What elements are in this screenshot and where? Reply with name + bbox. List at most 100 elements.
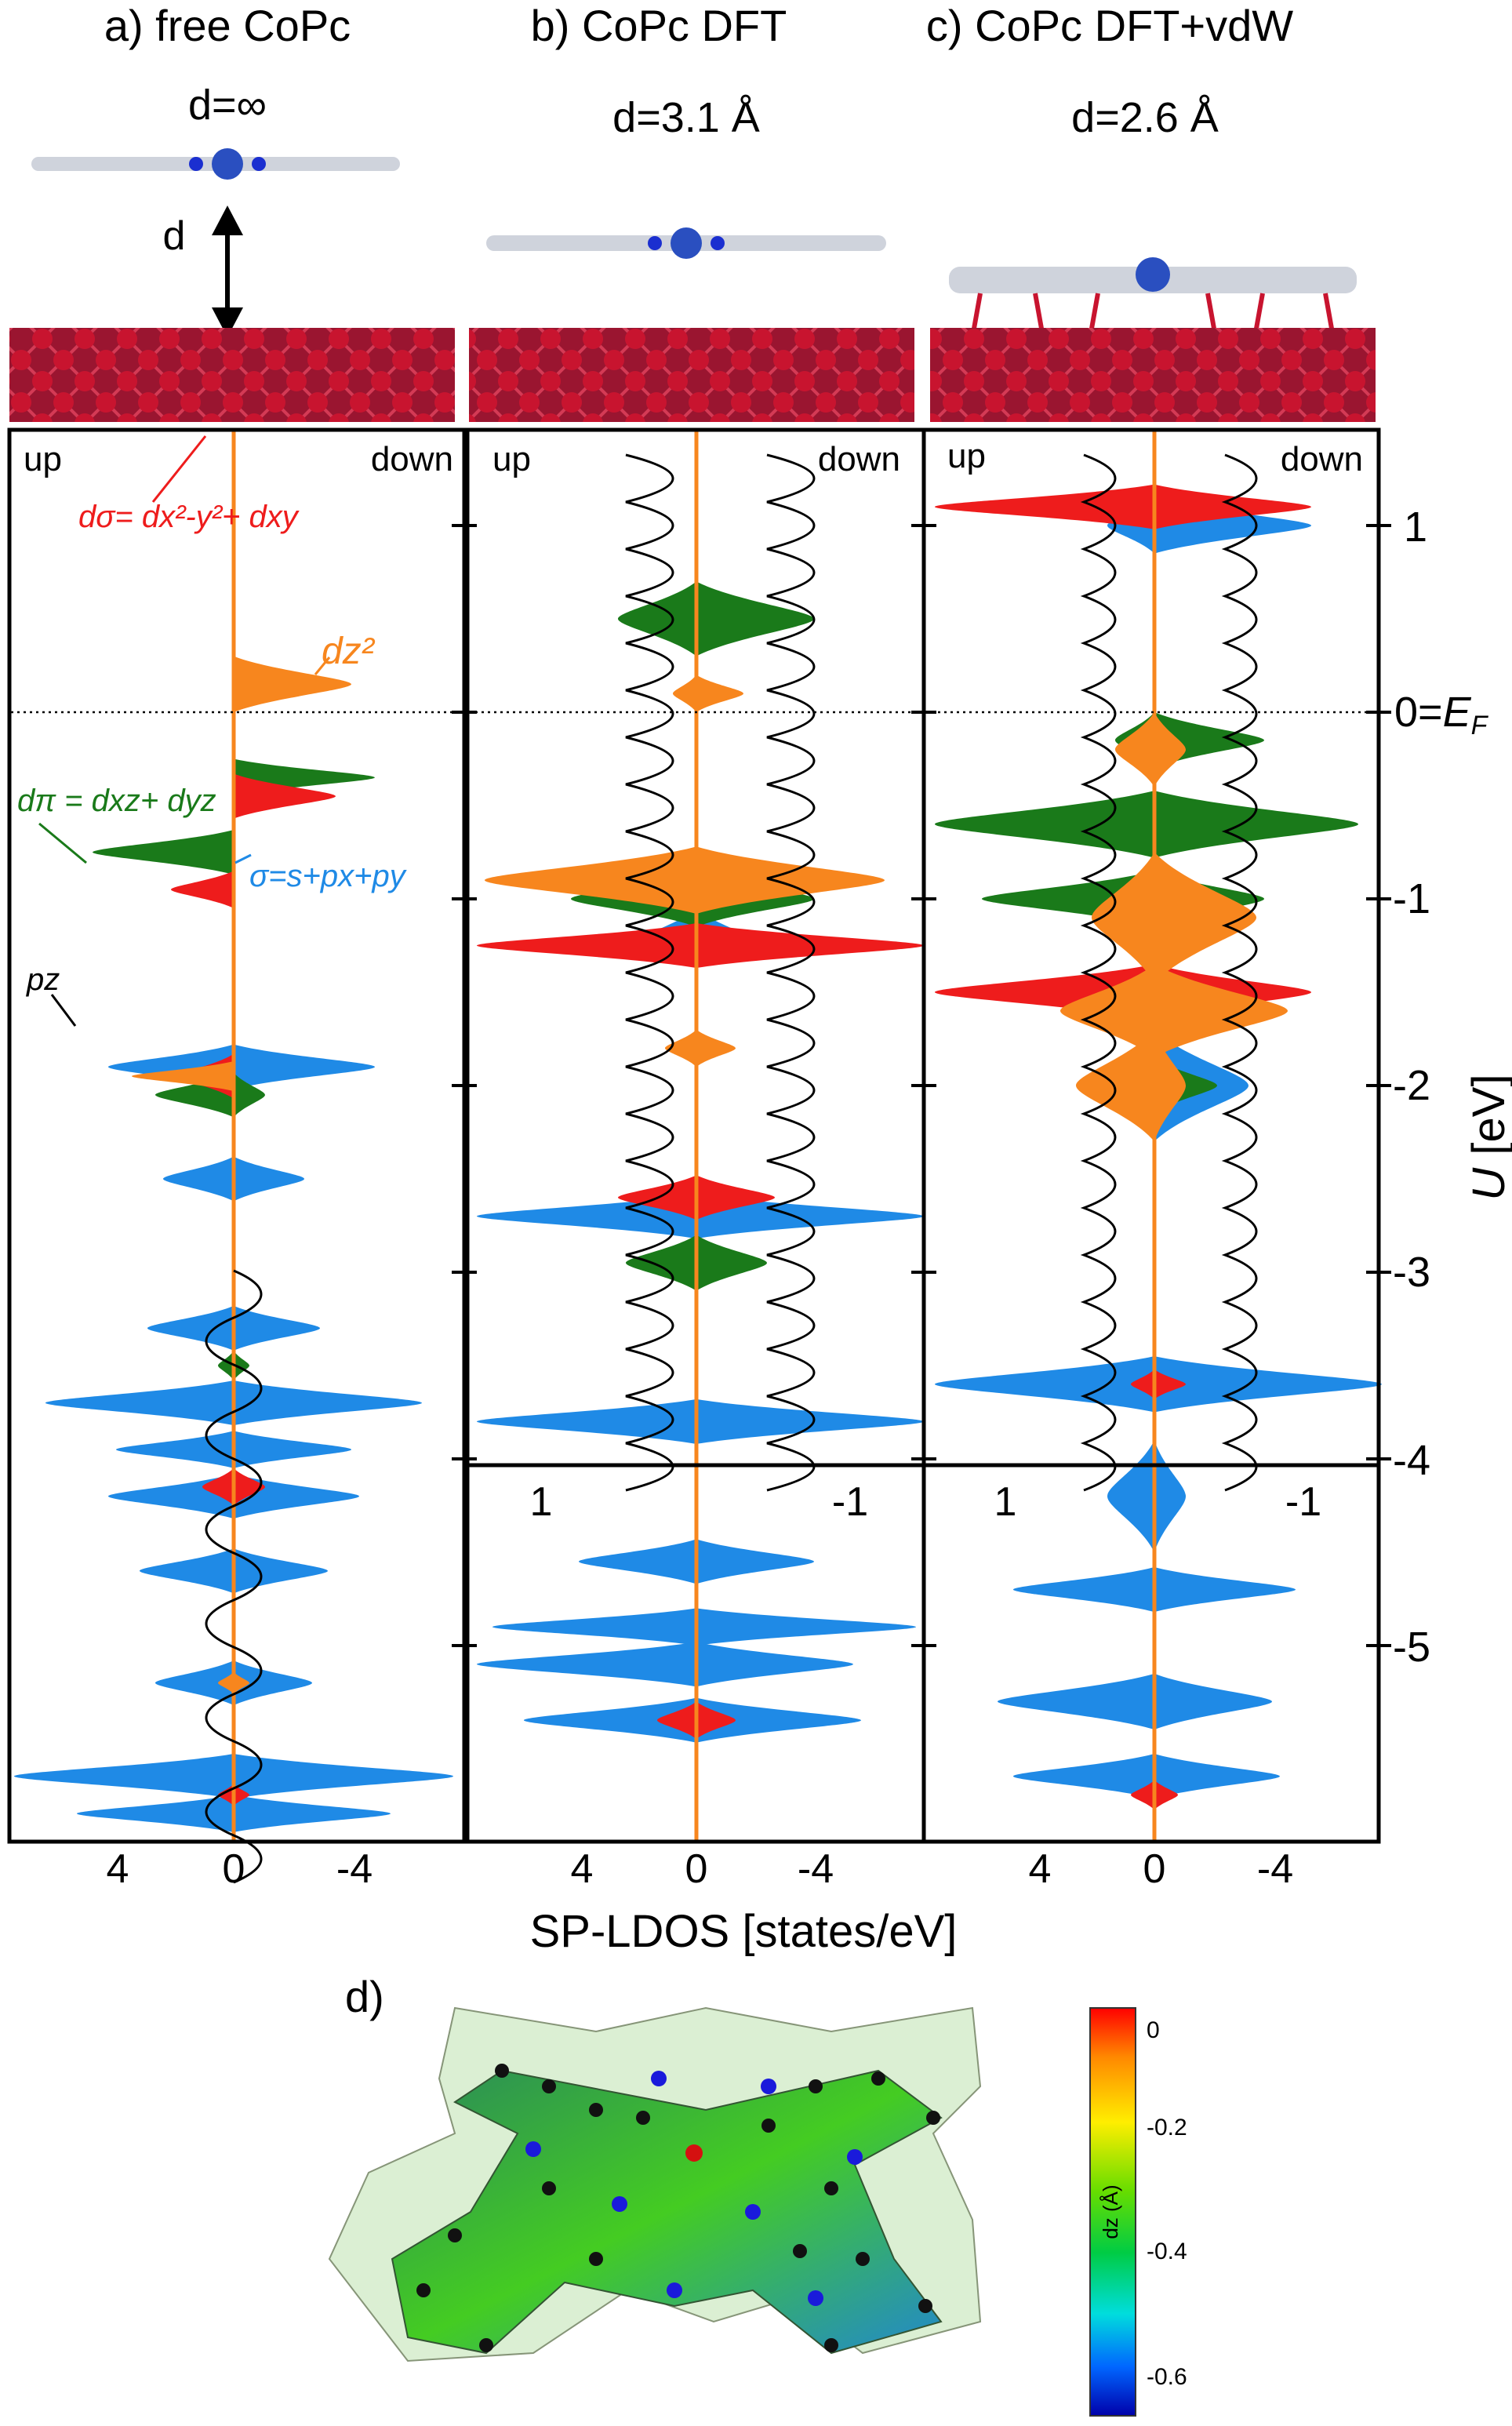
- structure-molecule-dft: [486, 227, 886, 259]
- legend-sigma: σ=s+px+py: [249, 859, 408, 893]
- y-axis-unit: [eV]: [1463, 1074, 1512, 1167]
- pz-curve-b-down: [766, 453, 816, 1492]
- xtick-b-inset-m1: -1: [832, 1479, 868, 1525]
- separation-label: d: [163, 213, 186, 259]
- legend-dpi-pointer: [38, 822, 87, 864]
- ytick-0: 0=EF: [1394, 689, 1489, 740]
- legend-pz-pointer: [50, 994, 77, 1027]
- band-b-dz2: [673, 675, 743, 712]
- colorbar-tick-0: 0: [1147, 2017, 1160, 2043]
- band-c-dsigma: [935, 484, 1311, 529]
- panel-b-distance: d=3.1 Å: [612, 94, 760, 141]
- xtick-c-0: 0: [1143, 1846, 1166, 1892]
- panel-a-title: a) free CoPc: [104, 1, 351, 50]
- panel-b-down: down: [818, 440, 900, 478]
- colorbar-tick-2: -0.4: [1147, 2239, 1187, 2264]
- xtick-a-4: 4: [107, 1846, 129, 1892]
- axis-ticks: [452, 524, 1391, 1647]
- pz-curve-c-down: [1221, 453, 1258, 1492]
- structure-free-molecule: [31, 148, 400, 180]
- legend-sigma-pointer: [234, 853, 252, 864]
- band-b-dpi: [618, 581, 814, 657]
- band-a-dz2: [132, 1061, 234, 1092]
- band-c-dz2: [1092, 852, 1256, 984]
- band-a-dsigma: [171, 871, 234, 908]
- panel-a-distance: d=∞: [188, 82, 267, 129]
- panel-d-label: d): [345, 1972, 384, 2021]
- band-a-sigma: [108, 1044, 375, 1089]
- fermi-sub: F: [1471, 711, 1489, 740]
- ytick-m2: -2: [1393, 1062, 1430, 1109]
- xtick-c-4: 4: [1029, 1846, 1052, 1892]
- panel-c-up: up: [947, 437, 986, 475]
- band-c-dz2: [1060, 964, 1288, 1058]
- band-c-sigma: [1013, 1754, 1280, 1799]
- legend-dz2-pointer: [314, 657, 331, 675]
- xtick-c-inset-m1: -1: [1285, 1479, 1321, 1525]
- ytick-m3: -3: [1393, 1249, 1430, 1296]
- band-a-dsigma: [234, 773, 336, 819]
- colorbar-tick-3: -0.6: [1147, 2364, 1187, 2390]
- molecule-deformation-map: [328, 2006, 982, 2362]
- xtick-a-m4: -4: [336, 1846, 373, 1892]
- legend-d-sigma: dσ= dx²-y²+ dxy: [78, 500, 300, 534]
- band-c-dpi: [935, 790, 1358, 858]
- structure-molecule-vdw: [949, 257, 1357, 338]
- separation-arrow: [212, 206, 243, 337]
- y-axis-var: U: [1463, 1167, 1512, 1201]
- band-b-dz2: [485, 846, 885, 915]
- xtick-a-0: 0: [223, 1846, 245, 1892]
- panel-c-title: c) CoPc DFT+vdW: [926, 1, 1293, 50]
- band-c-dz2: [1115, 712, 1186, 787]
- band-b-dz2: [665, 1029, 736, 1068]
- pz-curve-c-up: [1080, 453, 1117, 1492]
- panel-b-title: b) CoPc DFT: [531, 1, 787, 50]
- band-b-sigma: [492, 1608, 916, 1646]
- colorbar-title: dz (Å): [1099, 2184, 1122, 2239]
- panel-a-down: down: [371, 440, 453, 478]
- ytick-0-text: 0=: [1394, 689, 1443, 736]
- ytick-m4: -4: [1393, 1437, 1430, 1484]
- band-a-dpi: [93, 829, 234, 875]
- band-b-sigma: [477, 1398, 924, 1444]
- substrate-slab-b: [469, 328, 914, 422]
- band-c-sigma: [1107, 1440, 1186, 1552]
- ytick-m1: -1: [1393, 875, 1430, 922]
- band-c-dsigma: [1131, 1369, 1186, 1399]
- legend-d-z2: dz²: [322, 631, 376, 672]
- band-b-sigma: [477, 1642, 853, 1687]
- xtick-b-4: 4: [571, 1846, 594, 1892]
- band-c-dz2: [1076, 1029, 1186, 1142]
- xtick-c-inset-1: 1: [994, 1479, 1017, 1525]
- panel-c-inset-frame: [921, 1463, 1381, 1844]
- xtick-b-m4: -4: [798, 1846, 834, 1892]
- colorbar-tick-1: -0.2: [1147, 2115, 1187, 2140]
- panel-c-down: down: [1281, 440, 1363, 478]
- pz-curve-b-up: [625, 453, 674, 1492]
- colorbar: [1089, 2007, 1136, 2417]
- panel-a-up: up: [24, 440, 62, 478]
- fermi-label: E: [1443, 689, 1472, 736]
- pz-curve-a: [205, 1269, 263, 1884]
- legend-dsigma-pointer: [151, 435, 207, 503]
- band-a-dz2: [234, 656, 351, 712]
- substrate-slab-c: [930, 328, 1376, 422]
- ytick-1: 1: [1404, 504, 1427, 551]
- ytick-m5: -5: [1393, 1624, 1430, 1671]
- panel-a-frame: [7, 427, 467, 1844]
- band-b-dsigma: [477, 922, 924, 969]
- substrate-slab-a: [9, 328, 455, 422]
- panel-c-distance: d=2.6 Å: [1071, 94, 1219, 141]
- xtick-c-m4: -4: [1257, 1846, 1293, 1892]
- legend-d-pi: dπ = dxz+ dyz: [17, 784, 216, 818]
- panel-b-up: up: [492, 440, 531, 478]
- ldos-plots: [14, 430, 1382, 1884]
- xtick-b-inset-1: 1: [530, 1479, 553, 1525]
- legend-p-z: pz: [26, 962, 60, 997]
- band-c-sigma: [998, 1673, 1272, 1730]
- y-axis-label: U [eV]: [1463, 1074, 1512, 1200]
- x-axis-label: SP-LDOS [states/eV]: [530, 1906, 958, 1957]
- xtick-b-0: 0: [685, 1846, 708, 1892]
- band-a-dpi: [155, 1072, 265, 1118]
